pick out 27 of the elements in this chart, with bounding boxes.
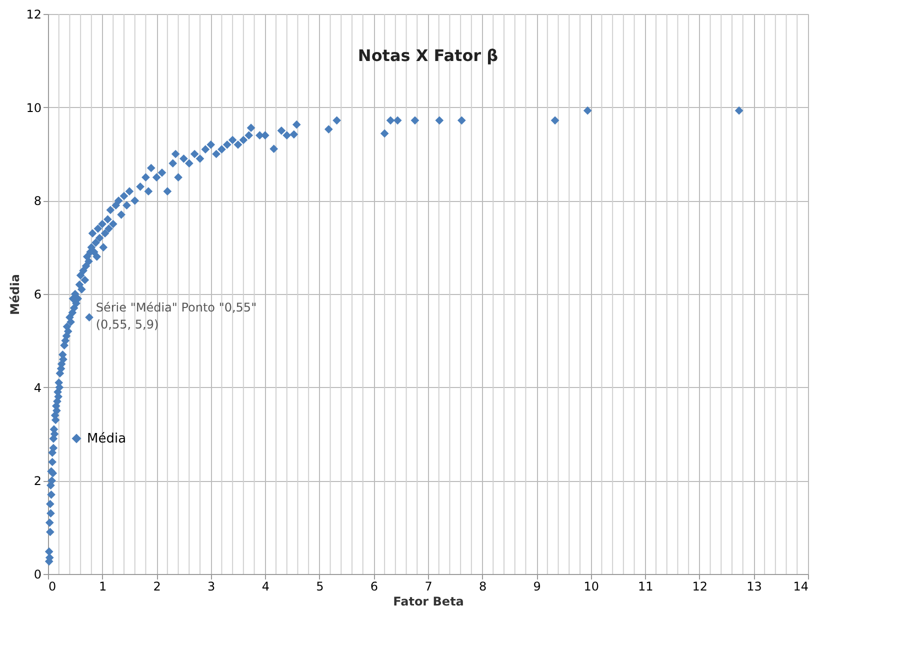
x-tick-label: 3 bbox=[208, 580, 216, 594]
y-tick-label: 8 bbox=[34, 194, 42, 208]
y-tick-label: 4 bbox=[34, 380, 42, 395]
x-tick-label: 2 bbox=[153, 580, 161, 594]
x-tick-label: 0 bbox=[48, 580, 56, 594]
annotation: Série "Média" Ponto "0,55" (0,55, 5,9) bbox=[96, 300, 257, 332]
x-tick-label: 14 bbox=[793, 580, 808, 594]
y-tick-label: 2 bbox=[34, 474, 42, 488]
y-tick-label: 10 bbox=[26, 100, 42, 115]
x-tick-label: 12 bbox=[692, 580, 708, 594]
y-tick-label: 0 bbox=[34, 568, 42, 582]
x-tick-label: 11 bbox=[638, 580, 654, 594]
x-tick-label: 7 bbox=[424, 580, 432, 594]
y-tick-label: 6 bbox=[34, 288, 42, 302]
x-tick-label: 8 bbox=[478, 580, 487, 594]
text: Notas X Fator β bbox=[358, 46, 498, 65]
y-tick-label: 12 bbox=[26, 8, 42, 22]
legend-label: Média bbox=[87, 432, 126, 446]
x-tick-label: 13 bbox=[746, 580, 762, 594]
x-tick-label: 1 bbox=[98, 580, 107, 594]
y-axis-title: Média bbox=[8, 274, 22, 315]
x-tick-label: 6 bbox=[370, 580, 378, 594]
x-tick-label: 5 bbox=[316, 580, 324, 594]
x-axis-title: Fator Beta bbox=[393, 594, 464, 608]
x-tick-label: 4 bbox=[262, 580, 270, 594]
x-tick-label: 9 bbox=[533, 580, 541, 594]
x-tick-label: 10 bbox=[584, 580, 599, 594]
